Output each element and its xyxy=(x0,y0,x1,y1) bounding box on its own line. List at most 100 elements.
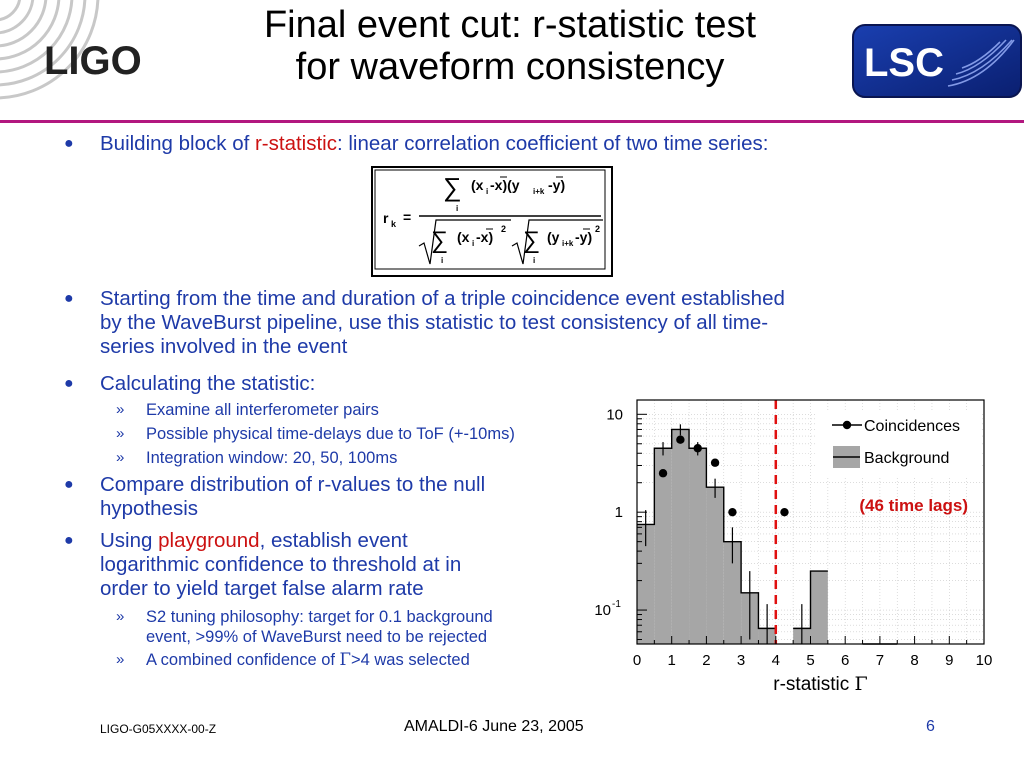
bullet-4-line-1: Compare distribution of r-values to the … xyxy=(100,473,486,496)
bullet-5-sub-2-gamma: Γ xyxy=(339,650,351,669)
x-tick-label: 1 xyxy=(668,652,676,669)
x-tick-label: 5 xyxy=(806,652,814,669)
x-tick-label: 3 xyxy=(737,652,745,669)
ligo-logo: LIGO xyxy=(0,0,142,100)
sum-symbol-icon: ∑ xyxy=(431,227,448,254)
x-axis-label-text: r-statistic xyxy=(773,674,854,695)
sub-bullet-chevron-icon: » xyxy=(116,425,125,442)
correlation-formula: r k = ∑ i (x i -x)(y i+k -y) ∑ i (x i -x… xyxy=(371,166,613,277)
bullet-3-sub-1: » Examine all interferometer pairs xyxy=(116,400,596,420)
time-lags-annotation: (46 time lags) xyxy=(859,496,968,515)
formula-den-c: (y xyxy=(547,229,560,245)
background-bar xyxy=(671,429,690,644)
formula-lhs-sub: k xyxy=(391,219,397,229)
coincidence-point xyxy=(780,507,789,517)
bullet-1-text-post: : linear correlation coefficient of two … xyxy=(336,132,769,155)
title-line-1: Final event cut: r-statistic test xyxy=(263,4,757,46)
formula-den-a: (x xyxy=(457,229,470,245)
y-tick-label: 10 xyxy=(606,406,623,423)
bullet-5-highlight: playground xyxy=(158,529,260,552)
bullet-2-line-3: series involved in the event xyxy=(100,335,348,358)
x-tick-label: 9 xyxy=(945,652,953,669)
formula-den-b: -x) xyxy=(476,229,493,245)
bullet-5-text-pre: Using xyxy=(100,529,159,552)
formula-sub-i: i xyxy=(456,204,458,213)
x-tick-label: 10 xyxy=(976,652,993,669)
background-histogram xyxy=(637,424,898,645)
formula-graphic: r k = ∑ i (x i -x)(y i+k -y) ∑ i (x i -x… xyxy=(374,169,606,270)
lsc-logo-text: LSC xyxy=(864,41,944,85)
background-bar xyxy=(723,541,742,644)
bullet-5-sub-2: » A combined confidence of Γ>4 was selec… xyxy=(116,650,586,670)
x-axis-label-symbol: Γ xyxy=(855,673,868,695)
slide-title: Final event cut: r-statistic test for wa… xyxy=(180,4,840,88)
formula-sub-i: i xyxy=(533,256,535,265)
coincidence-point xyxy=(676,435,685,444)
y-tick-exponent: -1 xyxy=(612,599,621,610)
x-tick-label: 2 xyxy=(702,652,710,669)
footer-document-id: LIGO-G05XXXX-00-Z xyxy=(100,722,217,736)
footer-conference: AMALDI-6 June 23, 2005 xyxy=(404,718,584,735)
sub-bullet-chevron-icon: » xyxy=(116,401,125,418)
x-tick-label: 4 xyxy=(772,652,780,669)
sum-symbol-icon: ∑ xyxy=(443,172,462,202)
x-axis-label: r-statistic Γ xyxy=(773,673,867,695)
formula-sup-2: 2 xyxy=(595,224,600,234)
formula-equals: = xyxy=(403,209,411,225)
page-number: 6 xyxy=(926,718,935,735)
bullet-1: ● Building block of r-statistic: linear … xyxy=(64,132,980,156)
bullet-5-sub-1-line-1: S2 tuning philosophy: target for 0.1 bac… xyxy=(146,608,493,626)
formula-sub-i: i xyxy=(441,256,443,265)
bullet-dot-icon: ● xyxy=(64,476,74,493)
bullet-5: ● Using playground, establish event loga… xyxy=(64,529,580,601)
bullet-5-sub-1-line-2: event, >99% of WaveBurst need to be reje… xyxy=(146,628,488,646)
bullet-3-text: Calculating the statistic: xyxy=(100,372,316,395)
sub-bullet-chevron-icon: » xyxy=(116,608,125,625)
sub-bullet-chevron-icon: » xyxy=(116,651,125,668)
x-tick-label: 7 xyxy=(876,652,884,669)
background-bar xyxy=(706,487,724,644)
legend-coincidences-marker xyxy=(842,420,852,430)
formula-sub-i: i xyxy=(486,187,488,196)
coincidence-point xyxy=(710,458,720,467)
formula-sub-i: i xyxy=(472,239,474,248)
formula-den-d: -y) xyxy=(575,229,592,245)
bullet-3: ● Calculating the statistic: xyxy=(64,372,580,396)
sub-bullet-chevron-icon: » xyxy=(116,449,125,466)
coincidence-points xyxy=(658,435,789,517)
bullet-dot-icon: ● xyxy=(64,375,74,392)
legend-coincidences-label: Coincidences xyxy=(864,418,960,435)
bullet-2-line-2: by the WaveBurst pipeline, use this stat… xyxy=(100,311,769,334)
bullet-dot-icon: ● xyxy=(64,290,74,307)
x-tick-label: 0 xyxy=(633,652,641,669)
coincidence-point xyxy=(728,507,737,517)
formula-sub-ik: i+k xyxy=(533,187,545,196)
y-tick-label: 10 xyxy=(594,602,611,619)
bullet-3-sub-1-text: Examine all interferometer pairs xyxy=(146,401,379,419)
formula-lhs: r xyxy=(383,210,389,226)
bullet-5-sub-1: » S2 tuning philosophy: target for 0.1 b… xyxy=(116,607,586,647)
bullet-3-sub-3: » Integration window: 20, 50, 100ms xyxy=(116,448,596,468)
legend-background-label: Background xyxy=(864,450,949,467)
formula-num-b: -x)(y xyxy=(490,177,520,193)
bullet-5-line-3: order to yield target false alarm rate xyxy=(100,577,424,600)
bullet-4-line-2: hypothesis xyxy=(100,497,199,520)
bullet-2: ● Starting from the time and duration of… xyxy=(64,287,990,359)
title-line-2: for waveform consistency xyxy=(295,46,725,88)
sum-symbol-icon: ∑ xyxy=(523,227,540,254)
bullet-1-text-pre: Building block of xyxy=(100,132,255,155)
background-bar xyxy=(810,571,828,644)
x-tick-label: 6 xyxy=(841,652,849,669)
ligo-logo-text: LIGO xyxy=(44,39,142,83)
bullet-4: ● Compare distribution of r-values to th… xyxy=(64,473,580,521)
background-bar xyxy=(654,448,672,644)
bullet-dot-icon: ● xyxy=(64,135,74,152)
y-tick-label: 1 xyxy=(615,504,623,521)
bullet-5-text-post: , establish event xyxy=(259,529,408,552)
bullet-3-sub-3-text: Integration window: 20, 50, 100ms xyxy=(146,449,398,467)
background-bar xyxy=(689,448,707,644)
chart-legend: Coincidences Background (46 time lags) xyxy=(816,410,980,515)
bullet-5-line-2: logarithmic confidence to threshold at i… xyxy=(100,553,462,576)
